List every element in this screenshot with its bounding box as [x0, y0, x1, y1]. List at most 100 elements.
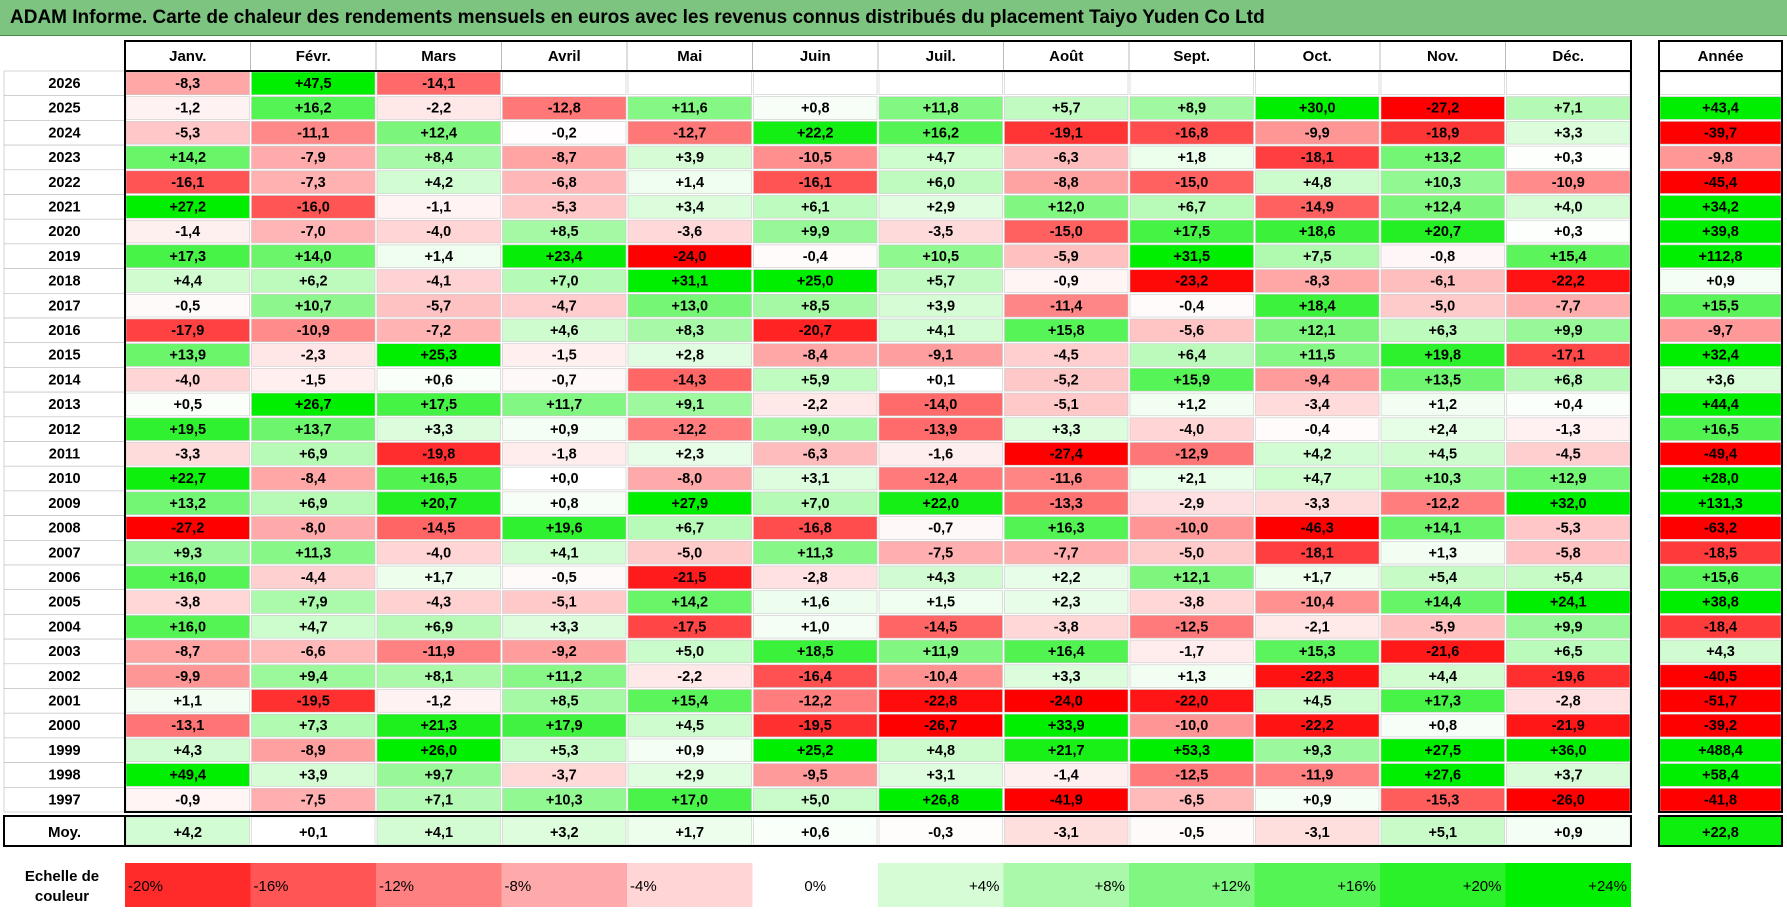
cell-value: -12,2 [1426, 496, 1459, 512]
heatmap-cell [1129, 121, 1254, 145]
heatmap-cell [502, 244, 627, 268]
heatmap-cell [627, 368, 752, 392]
scale-step-label: -12% [379, 878, 414, 895]
heatmap-cell [753, 689, 878, 713]
heatmap-cell [1255, 368, 1380, 392]
average-value: -0,5 [1179, 825, 1204, 841]
heatmap-cell [627, 639, 752, 664]
cell-value: +2,9 [926, 200, 955, 216]
scale-swatch [501, 863, 627, 907]
heatmap-cell [627, 96, 752, 120]
heatmap-cell [1255, 343, 1380, 367]
heatmap-cell [753, 269, 878, 293]
annual-value: -63,2 [1704, 521, 1737, 537]
cell-value: -8,4 [301, 471, 326, 487]
cell-value: +16,0 [169, 619, 206, 635]
heatmap-cell [1129, 713, 1254, 738]
cell-value: +0,3 [1554, 150, 1583, 166]
heatmap-cell [1255, 392, 1380, 417]
cell-value: +49,4 [169, 768, 206, 784]
heatmap-cell [1255, 145, 1380, 170]
cell-value: -16,8 [799, 521, 832, 537]
cell-value: -0,7 [928, 521, 953, 537]
heatmap-cell [502, 343, 627, 367]
heatmap-cell [753, 318, 878, 343]
heatmap-cell [1129, 145, 1254, 170]
heatmap-cell [1129, 442, 1254, 466]
cell-value: +9,9 [801, 224, 830, 240]
cell-value: -3,3 [175, 447, 200, 463]
cell-value: +4,1 [926, 323, 955, 339]
heatmap-cell [251, 244, 376, 268]
cell-value: +11,7 [546, 397, 582, 413]
heatmap-cell [878, 368, 1003, 392]
cell-value: +0,6 [424, 372, 453, 388]
heatmap-cell [376, 516, 501, 540]
year-label: 2023 [48, 150, 80, 166]
heatmap-cell [627, 170, 752, 194]
cell-value: +1,4 [424, 249, 453, 265]
cell-value: +2,1 [1177, 471, 1206, 487]
cell-value: +0,8 [801, 101, 830, 117]
heatmap-cell [502, 664, 627, 688]
heatmap-cell [376, 565, 501, 590]
heatmap-cell [878, 244, 1003, 268]
heatmap-cell [1129, 170, 1254, 194]
heatmap-cell [1255, 639, 1380, 664]
annual-value: +38,8 [1702, 595, 1739, 611]
cell-value: +14,1 [1424, 521, 1461, 537]
heatmap-cell [1004, 195, 1129, 219]
cell-value: -3,8 [1179, 595, 1204, 611]
cell-value: -10,9 [1552, 175, 1585, 191]
cell-value: +8,5 [801, 298, 830, 314]
heatmap-cell [1004, 219, 1129, 244]
year-label-cell [3, 194, 126, 220]
cell-value: +11,6 [672, 101, 708, 117]
month-header-cell [1003, 40, 1130, 72]
month-header-label: Mai [677, 48, 702, 65]
cell-value: +13,9 [169, 348, 206, 364]
heatmap-cell [376, 466, 501, 491]
page-title: ADAM Informe. Carte de chaleur des rende… [10, 7, 1265, 28]
heatmap-cell [1129, 491, 1254, 515]
annual-value: +0,9 [1706, 274, 1735, 290]
heatmap-cell [753, 293, 878, 318]
annual-value: +28,0 [1702, 471, 1739, 487]
month-header-label: Mars [421, 48, 456, 65]
heatmap-cell [1255, 219, 1380, 244]
year-label-cell [3, 762, 126, 788]
heatmap-cell [878, 442, 1003, 466]
cell-value: -0,5 [175, 298, 200, 314]
heatmap-cell [627, 145, 752, 170]
cell-value: +4,7 [926, 150, 955, 166]
cell-value: +22,7 [169, 471, 206, 487]
annual-value: +58,4 [1702, 768, 1739, 784]
year-label: 1997 [48, 792, 80, 808]
heatmap-cell [1004, 368, 1129, 392]
year-label-cell [3, 95, 126, 121]
cell-value: +24,1 [1550, 595, 1587, 611]
cell-value: +6,7 [675, 521, 704, 537]
heatmap-cell [1004, 565, 1129, 590]
cell-value: -5,2 [1054, 372, 1079, 388]
cell-value: -5,0 [1179, 545, 1204, 561]
heatmap-cell [1129, 293, 1254, 318]
heatmap-cell [251, 368, 376, 392]
heatmap-cell [1255, 713, 1380, 738]
cell-value: +6,0 [926, 175, 955, 191]
average-value: +4,2 [173, 825, 202, 841]
heatmap-cell [502, 763, 627, 787]
cell-value: +25,3 [420, 348, 457, 364]
cell-value: -14,0 [924, 397, 957, 413]
annual-value: +34,2 [1702, 200, 1739, 216]
heatmap-cell [753, 145, 878, 170]
cell-value: +30,0 [1299, 101, 1336, 117]
cell-value: +2,8 [675, 348, 704, 364]
cell-value: -5,6 [1179, 323, 1204, 339]
average-cell [1129, 816, 1254, 846]
cell-value: +10,3 [1424, 471, 1461, 487]
average-label-cell [3, 815, 126, 847]
heatmap-cell [878, 71, 1003, 96]
heatmap-cell [1380, 590, 1505, 614]
cell-value: +1,7 [424, 570, 453, 586]
